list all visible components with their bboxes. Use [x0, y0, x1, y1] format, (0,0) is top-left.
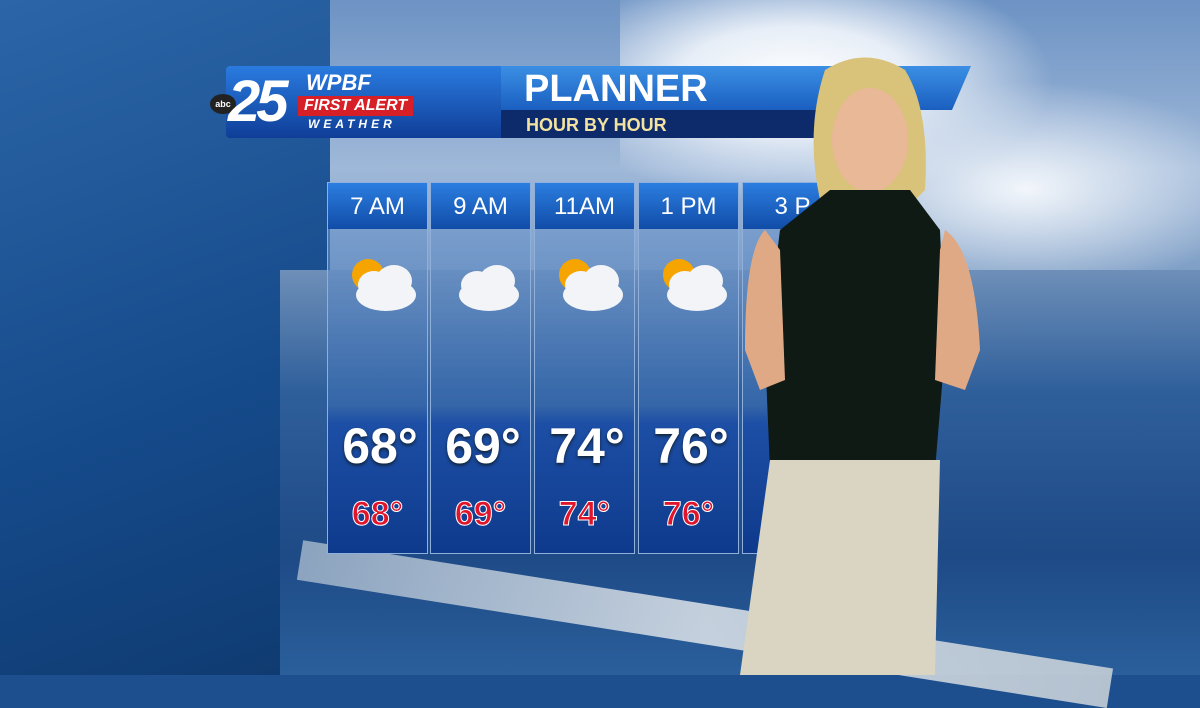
- weather-label: WEATHER: [308, 117, 396, 131]
- forecast-column: 9 AM 69° 69°: [430, 182, 531, 554]
- forecast-time: 1 PM: [639, 183, 738, 229]
- temperature: 68°: [342, 418, 418, 474]
- abc-logo: abc: [210, 94, 236, 114]
- temperature: 69°: [445, 418, 521, 474]
- title-banner: abc 25 WPBF FIRST ALERT WEATHER PLANNER …: [210, 66, 971, 138]
- presenter: [740, 57, 980, 675]
- first-alert-label: FIRST ALERT: [298, 96, 414, 116]
- feels-like-temperature: 74°: [558, 495, 611, 534]
- feels-like-temperature: 76°: [662, 495, 715, 534]
- partly-cloudy-sun-icon: [663, 259, 727, 311]
- temperature: 74°: [549, 418, 625, 474]
- forecast-time: 9 AM: [431, 183, 530, 229]
- partly-cloudy-sun-icon: [559, 259, 623, 311]
- banner-bottom: [496, 110, 826, 138]
- page-subtitle: HOUR BY HOUR: [526, 115, 667, 135]
- forecast-column: 11AM 74° 74°: [534, 182, 635, 554]
- partly-cloudy-sun-icon: [352, 259, 416, 311]
- station-logo: abc 25 WPBF FIRST ALERT WEATHER: [210, 66, 501, 138]
- forecast-column: 7 AM 68° 68°: [327, 182, 428, 554]
- feels-like-temperature: 68°: [351, 495, 404, 534]
- page-title: PLANNER: [524, 68, 708, 110]
- channel-number: 25: [228, 69, 288, 134]
- forecast-time: 11AM: [535, 183, 634, 229]
- feels-like-temperature: 69°: [454, 495, 507, 534]
- forecast-column: 1 PM 76° 76°: [638, 182, 739, 554]
- station-name: WPBF: [306, 70, 371, 95]
- forecast-time: 7 AM: [328, 183, 427, 229]
- cloudy-icon: [459, 265, 519, 311]
- temperature: 76°: [653, 418, 729, 474]
